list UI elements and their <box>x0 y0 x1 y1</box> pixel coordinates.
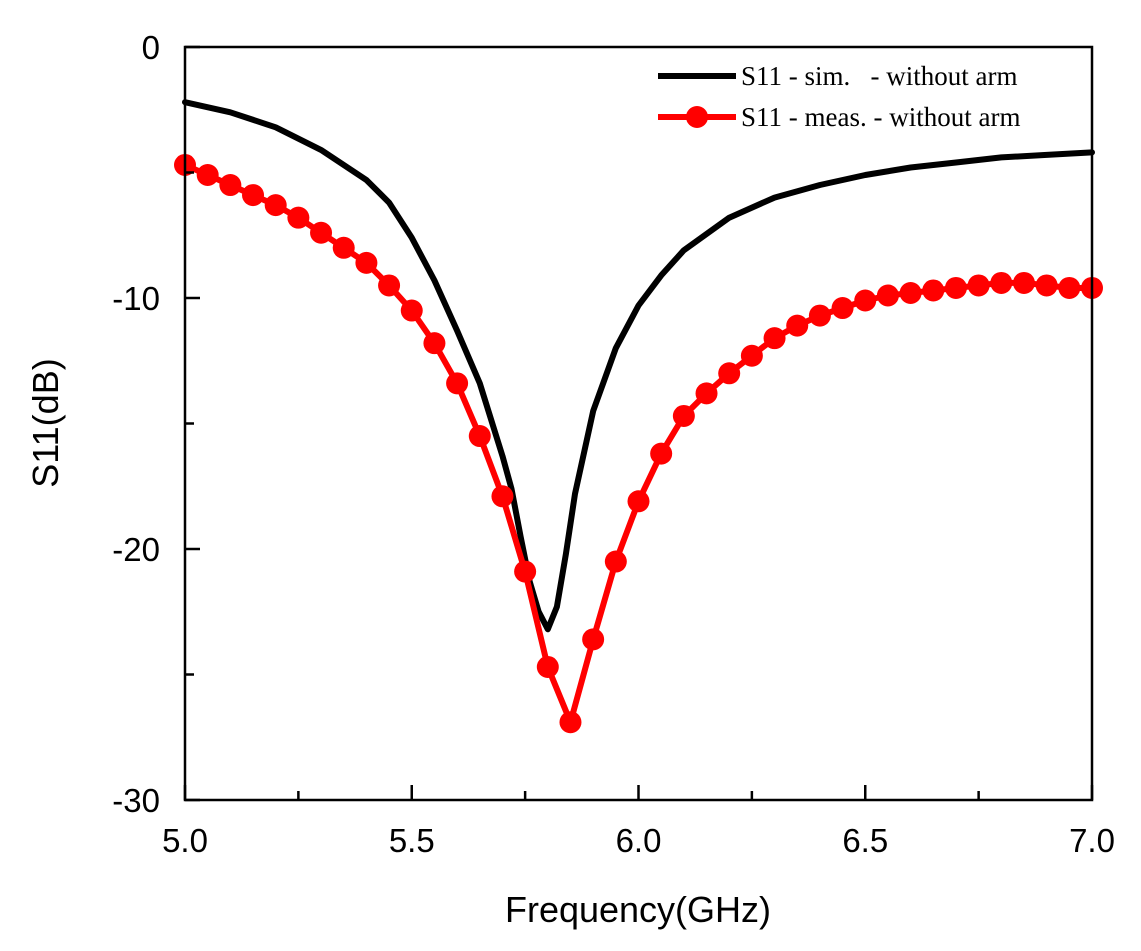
meas-point <box>378 274 401 297</box>
meas-point <box>355 251 378 274</box>
meas-point <box>876 284 899 307</box>
x-tick-label: 6.0 <box>616 822 662 859</box>
y-axis-title: S11(dB) <box>25 358 66 487</box>
series-line-sim <box>182 99 1095 633</box>
meas-point <box>831 297 854 320</box>
y-tick-label: -10 <box>112 280 160 317</box>
x-tick-label: 5.5 <box>389 822 435 859</box>
meas-point <box>446 372 469 395</box>
meas-point <box>468 425 491 448</box>
meas-point <box>1012 271 1035 294</box>
y-tick-label: -30 <box>112 782 160 819</box>
meas-point <box>491 485 514 508</box>
meas-point <box>922 279 945 302</box>
y-tick-label: 0 <box>142 29 160 66</box>
meas-point <box>310 221 333 244</box>
meas-point <box>763 327 786 350</box>
meas-point <box>695 382 718 405</box>
series-line-meas <box>182 162 1095 726</box>
meas-point <box>219 174 242 197</box>
meas-point <box>196 164 219 187</box>
legend: S11 - sim. - without arm S11 - meas. - w… <box>658 61 1020 132</box>
meas-point <box>400 299 423 322</box>
meas-point <box>264 194 287 217</box>
x-tick-label: 6.5 <box>842 822 888 859</box>
x-tick-label: 5.0 <box>162 822 208 859</box>
meas-point <box>899 281 922 304</box>
meas-point <box>740 344 763 367</box>
meas-point <box>944 276 967 299</box>
ticks-layer <box>183 45 1094 802</box>
meas-point <box>967 274 990 297</box>
labels-layer: 5.0 5.5 6.0 6.5 7.0 0 -10 -20 -30 <box>112 29 1115 859</box>
meas-point <box>514 560 537 583</box>
meas-point <box>287 206 310 229</box>
x-tick-label: 7.0 <box>1069 822 1115 859</box>
meas-point <box>536 655 559 678</box>
meas-point <box>718 362 741 385</box>
meas-point <box>423 332 446 355</box>
x-axis-title: Frequency(GHz) <box>505 889 771 930</box>
y-tick-label: -20 <box>112 531 160 568</box>
meas-point <box>627 490 650 513</box>
meas-point <box>808 304 831 327</box>
meas-point <box>332 236 355 259</box>
legend-label-meas: S11 - meas. - without arm <box>741 102 1020 132</box>
meas-point <box>650 442 673 465</box>
meas-point <box>854 289 877 312</box>
series-layer <box>174 99 1103 734</box>
meas-point <box>1058 276 1081 299</box>
meas-point <box>242 184 265 207</box>
meas-point <box>604 550 627 573</box>
meas-point <box>786 314 809 337</box>
legend-label-sim: S11 - sim. - without arm <box>741 61 1018 91</box>
meas-point <box>1035 274 1058 297</box>
legend-marker-meas <box>686 106 708 128</box>
meas-point <box>990 271 1013 294</box>
meas-point <box>582 628 605 651</box>
meas-point <box>672 404 695 427</box>
meas-point <box>559 711 582 734</box>
